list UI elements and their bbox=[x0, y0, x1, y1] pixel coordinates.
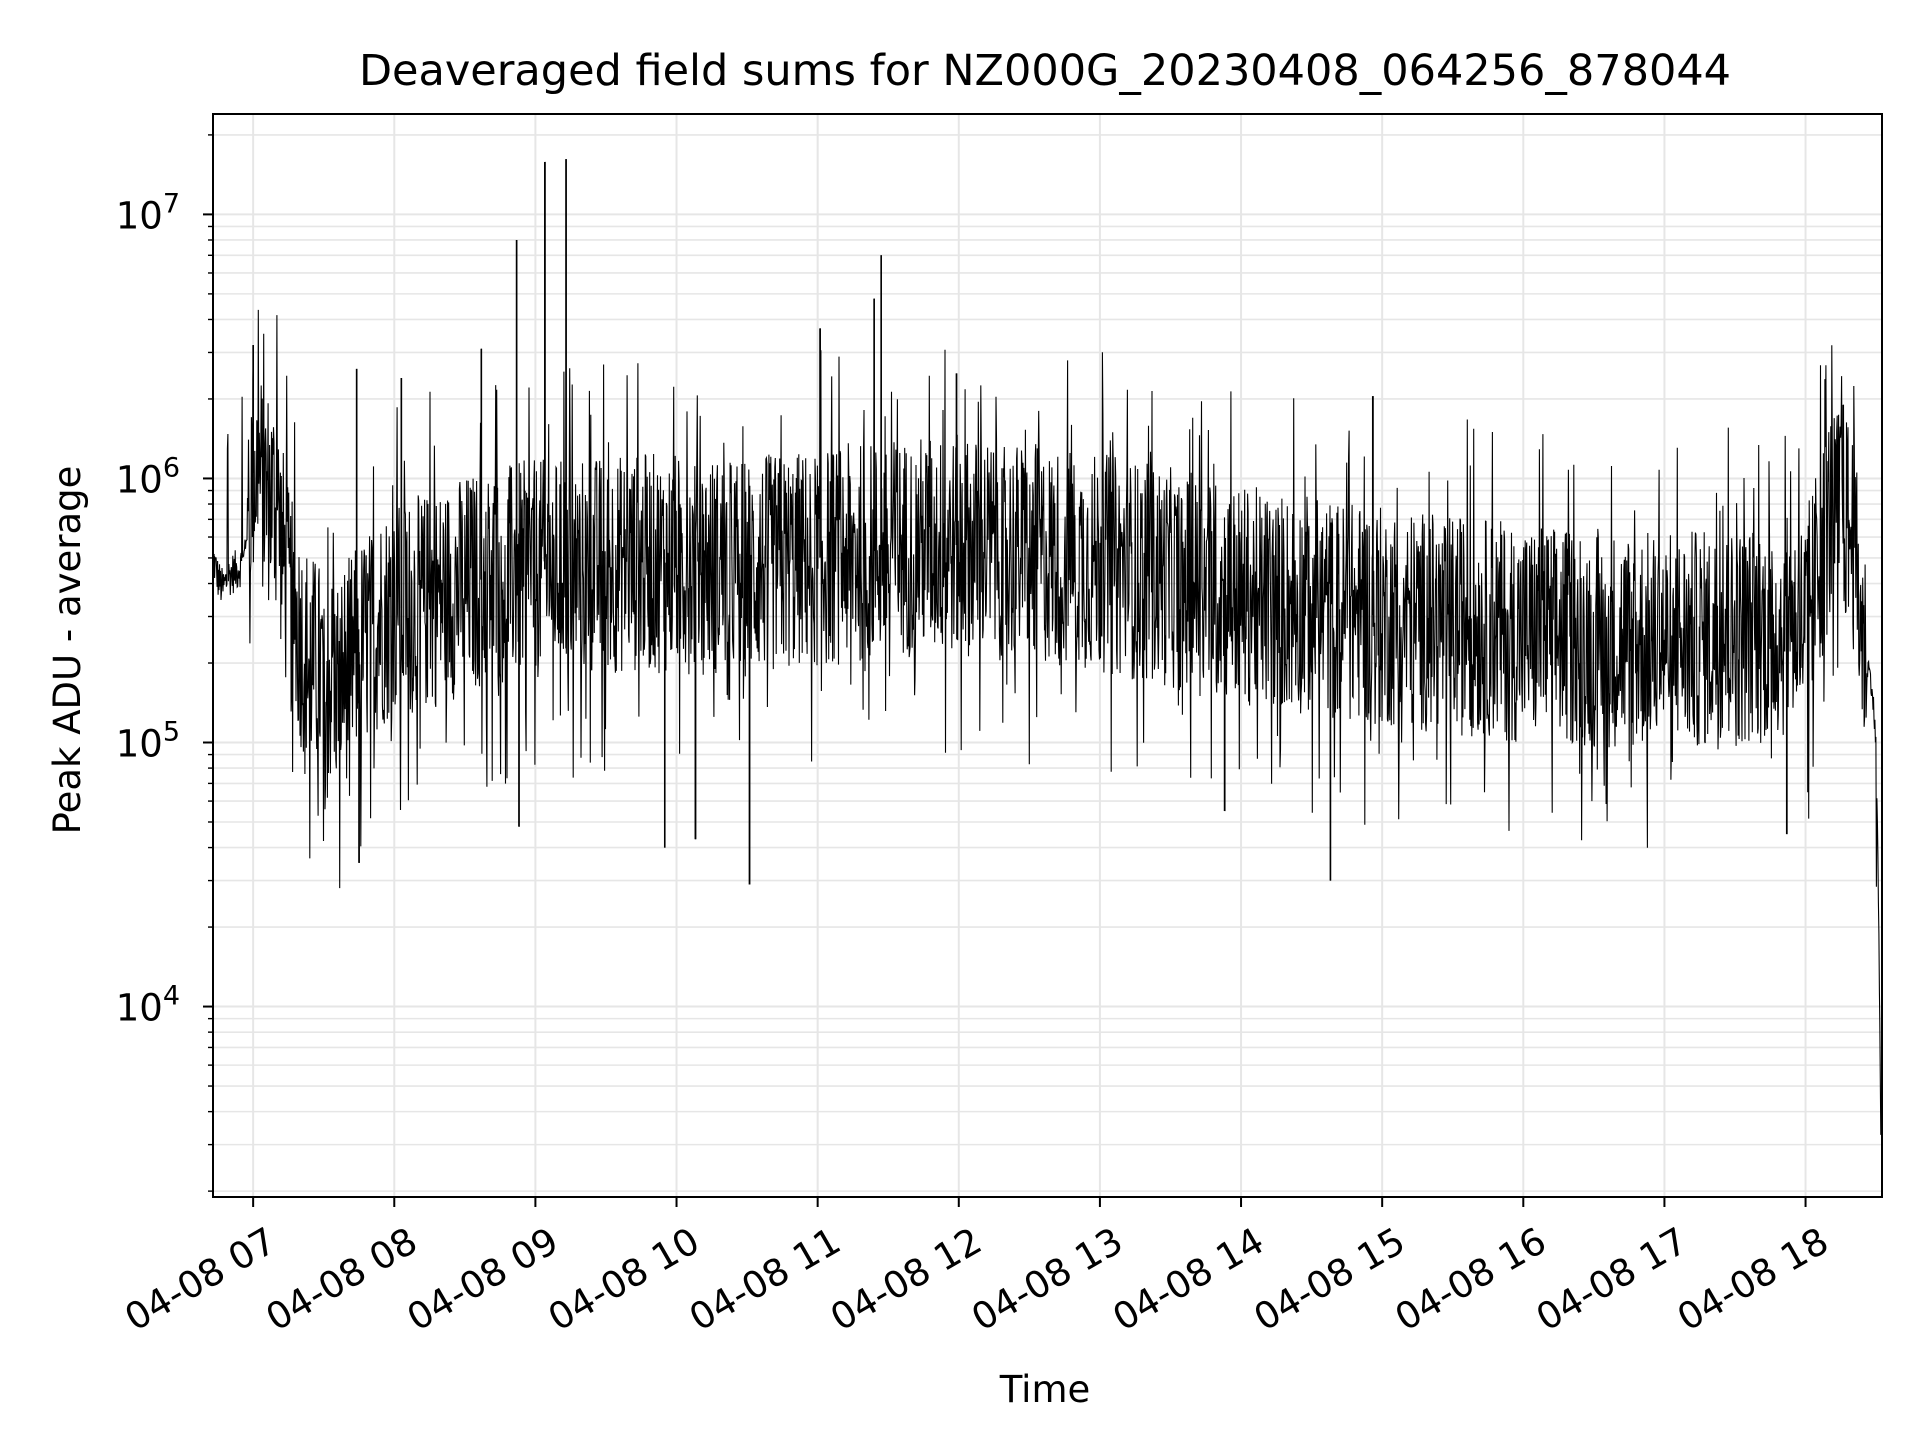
y-tick-label-exponent: 7 bbox=[163, 188, 180, 219]
y-tick-label: 106 bbox=[116, 452, 180, 501]
x-axis-label: Time bbox=[999, 1368, 1091, 1411]
y-axis-label: Peak ADU - average bbox=[46, 466, 89, 835]
y-tick-label-base: 10 bbox=[116, 723, 163, 766]
y-tick-label: 104 bbox=[116, 981, 180, 1030]
y-tick-label-base: 10 bbox=[116, 458, 163, 501]
grid-layer bbox=[213, 114, 1882, 1197]
series-line bbox=[212, 159, 1882, 1135]
y-tick-label: 105 bbox=[116, 717, 180, 766]
y-tick-label-exponent: 6 bbox=[163, 452, 180, 483]
y-tick-label: 107 bbox=[116, 188, 180, 237]
chart-title: Deaveraged field sums for NZ000G_2023040… bbox=[359, 46, 1731, 96]
y-tick-label-exponent: 4 bbox=[163, 981, 180, 1012]
y-tick-label-exponent: 5 bbox=[163, 717, 180, 748]
series-layer bbox=[212, 159, 1882, 1135]
y-tick-label-base: 10 bbox=[116, 987, 163, 1030]
plot-frame bbox=[212, 113, 1883, 1198]
y-tick-label-base: 10 bbox=[116, 194, 163, 237]
